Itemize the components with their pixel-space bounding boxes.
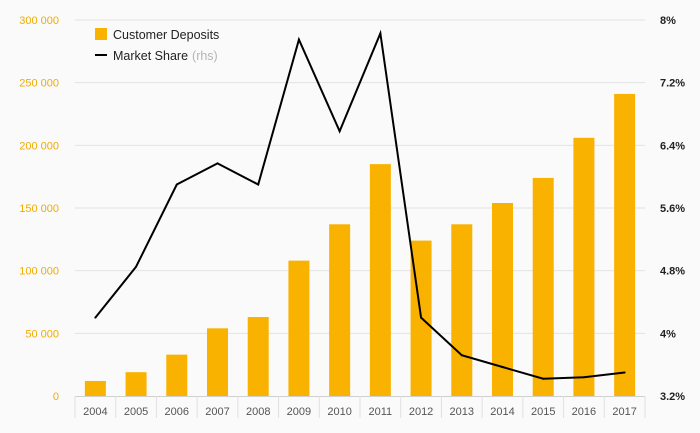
point-market-share [216, 162, 219, 165]
bar-customer-deposits [492, 202, 513, 396]
x-tick-label: 2017 [612, 406, 636, 418]
bar-customer-deposits [125, 372, 147, 396]
y-left-tick-label: 50 000 [25, 328, 59, 340]
y-right-tick-label: 8% [660, 15, 676, 27]
y-right-tick-label: 4% [660, 328, 676, 340]
legend-label-deposits: Customer Deposits [113, 28, 219, 42]
legend-label-rhs: (rhs) [192, 49, 218, 63]
point-market-share [379, 32, 382, 35]
bar-customer-deposits [369, 164, 391, 396]
legend-swatch-deposits [95, 28, 107, 40]
point-market-share [94, 316, 97, 319]
y-left-tick-label: 200 000 [19, 140, 59, 152]
x-tick-label: 2010 [327, 406, 351, 418]
left-axis: 0 50 000 100 000 150 000 200 000 250 000 300 0… [19, 15, 59, 403]
right-axis: 3.2% 4% 4.8% 5.6% 6.4% 7.2% 8% [660, 15, 685, 403]
point-market-share [297, 38, 300, 41]
legend-label-market-share-group: Market Share (rhs) [113, 49, 218, 63]
point-market-share [135, 265, 138, 268]
x-tick-label: 2008 [246, 406, 270, 418]
point-market-share [542, 377, 545, 380]
y-left-tick-label: 100 000 [19, 266, 59, 278]
point-market-share [501, 366, 504, 369]
bar-customer-deposits [166, 354, 188, 396]
point-market-share [582, 376, 585, 379]
y-right-tick-label: 4.8% [660, 266, 685, 278]
x-tick-label: 2011 [369, 406, 393, 418]
bar-customer-deposits [247, 317, 269, 396]
point-market-share [338, 130, 341, 133]
y-right-tick-label: 7.2% [660, 78, 685, 90]
y-left-tick-label: 0 [53, 391, 59, 403]
x-tick-label: 2005 [124, 406, 148, 418]
bar-customer-deposits [329, 224, 351, 396]
x-tick-label: 2015 [531, 406, 555, 418]
x-tick-label: 2014 [490, 406, 514, 418]
bar-customer-deposits [288, 260, 310, 396]
bar-customer-deposits [573, 137, 595, 396]
y-left-tick-label: 250 000 [19, 78, 59, 90]
deposit-bars [84, 93, 636, 397]
bar-customer-deposits [207, 328, 228, 396]
y-left-tick-label: 300 000 [19, 15, 59, 27]
bar-customer-deposits [532, 177, 554, 396]
point-market-share [257, 183, 260, 186]
point-market-share [175, 183, 178, 186]
y-left-tick-label: 150 000 [19, 203, 59, 215]
legend: Customer Deposits Market Share (rhs) [95, 28, 219, 63]
x-tick-label: 2004 [83, 406, 107, 418]
x-tick-label: 2006 [165, 406, 189, 418]
bar-customer-deposits [614, 93, 636, 397]
x-axis: 2004 2005 2006 2007 2008 2009 2010 2011 2012 2013… [83, 406, 637, 418]
x-tick-label: 2016 [572, 406, 596, 418]
point-market-share [460, 354, 463, 357]
x-tick-label: 2007 [205, 406, 229, 418]
x-tick-label: 2009 [287, 406, 311, 418]
x-tick-label: 2012 [409, 406, 433, 418]
line-market-share [94, 29, 625, 380]
x-tick-label: 2013 [450, 406, 474, 418]
bar-customer-deposits [84, 380, 106, 396]
point-market-share [420, 316, 423, 319]
y-right-tick-label: 6.4% [660, 140, 685, 152]
y-right-tick-label: 5.6% [660, 203, 685, 215]
legend-label-market-share: Market Share [113, 49, 188, 63]
market-share-line [94, 29, 626, 380]
y-right-tick-label: 3.2% [660, 391, 685, 403]
point-market-share [623, 371, 626, 374]
bar-customer-deposits [451, 224, 473, 396]
